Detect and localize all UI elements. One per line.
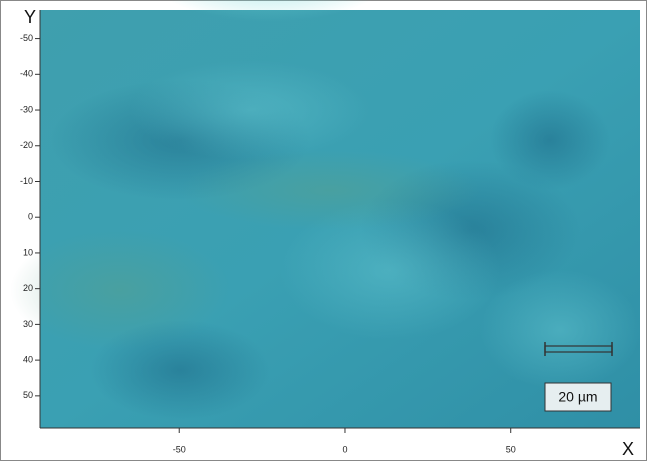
- y-tick-label: 50: [23, 390, 33, 400]
- y-tick-label: -50: [20, 33, 33, 43]
- x-tick-label: -50: [173, 444, 186, 454]
- image: [10, 0, 640, 428]
- x-tick-label: 0: [342, 444, 347, 454]
- y-tick-label: 40: [23, 354, 33, 364]
- y-tick-label: -40: [20, 69, 33, 79]
- y-axis-label: Y: [24, 7, 36, 27]
- y-tick-label: -20: [20, 140, 33, 150]
- y-tick-label: -30: [20, 104, 33, 114]
- x-axis-label: X: [622, 439, 634, 459]
- scale-bar-label: 20 µm: [558, 389, 597, 405]
- y-tick-label: 20: [23, 283, 33, 293]
- y-tick-label: 30: [23, 319, 33, 329]
- y-tick-label: -10: [20, 176, 33, 186]
- y-tick-label: 10: [23, 247, 33, 257]
- x-tick-label: 50: [506, 444, 516, 454]
- scale-bar: 20 µm: [544, 342, 613, 412]
- y-tick-label: 0: [28, 212, 33, 222]
